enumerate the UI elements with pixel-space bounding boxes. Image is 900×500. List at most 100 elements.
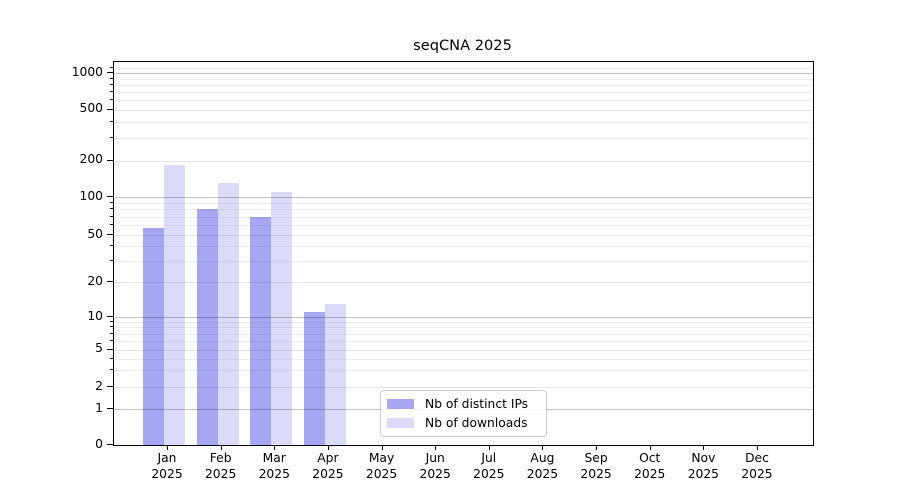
y-tick-label-10: 10: [87, 308, 103, 323]
gridline-8: [114, 327, 813, 328]
gridline-50: [114, 235, 813, 236]
x-tick-year: 2025: [634, 466, 666, 481]
gridline-1000: [114, 73, 813, 74]
gridline-9: [114, 322, 813, 323]
x-tick-year: 2025: [312, 466, 344, 481]
y-minor-tick-8: [110, 326, 113, 327]
y-tick-10: [107, 316, 113, 317]
x-tick-year: 2025: [419, 466, 451, 481]
gridline-300: [114, 138, 813, 139]
x-tick-label-oct: Oct 2025: [623, 451, 677, 482]
x-tick-apr: [328, 445, 329, 450]
x-tick-year: 2025: [151, 466, 183, 481]
y-tick-label-0: 0: [95, 436, 103, 451]
y-minor-tick-30: [110, 260, 113, 261]
y-minor-tick-900: [110, 78, 113, 79]
y-minor-tick-4: [110, 358, 113, 359]
y-minor-tick-80: [110, 208, 113, 209]
gridline-600: [114, 100, 813, 101]
y-minor-tick-300: [110, 137, 113, 138]
gridline-400: [114, 122, 813, 123]
x-tick-oct: [650, 445, 651, 450]
gridline-2: [114, 387, 813, 388]
bar-downloads-apr: [324, 303, 346, 445]
legend: Nb of distinct IPs Nb of downloads: [380, 390, 547, 437]
gridline-900: [114, 79, 813, 80]
x-tick-month: Jan: [157, 451, 177, 465]
gridline-700: [114, 92, 813, 93]
gridline-800: [114, 85, 813, 86]
y-tick-5: [107, 349, 113, 350]
x-tick-label-jul: Jul 2025: [462, 451, 516, 482]
y-tick-100: [107, 196, 113, 197]
x-tick-label-aug: Aug 2025: [515, 451, 569, 482]
y-minor-tick-3: [110, 369, 113, 370]
y-minor-tick-400: [110, 121, 113, 122]
x-tick-mar: [274, 445, 275, 450]
y-minor-tick-700: [110, 91, 113, 92]
gridline-90: [114, 203, 813, 204]
bar-downloads-mar: [271, 191, 293, 445]
y-tick-200: [107, 160, 113, 161]
x-tick-label-feb: Feb 2025: [194, 451, 248, 482]
x-tick-year: 2025: [526, 466, 559, 481]
y-tick-label-20: 20: [87, 273, 103, 288]
gridline-20: [114, 282, 813, 283]
x-tick-year: 2025: [365, 466, 398, 481]
x-tick-year: 2025: [204, 466, 237, 481]
gridline-200: [114, 161, 813, 162]
plot-area: [113, 61, 814, 446]
bar-downloads-jan: [164, 164, 185, 445]
x-tick-may: [382, 445, 383, 450]
x-tick-label-jan: Jan 2025: [140, 451, 194, 482]
y-minor-tick-800: [110, 84, 113, 85]
gridline-60: [114, 225, 813, 226]
legend-item-downloads: Nb of downloads: [387, 415, 540, 431]
y-tick-500: [107, 109, 113, 110]
x-tick-month: Apr: [317, 451, 339, 465]
gridline-500: [114, 110, 813, 111]
x-tick-jun: [435, 445, 436, 450]
gridline-100: [114, 197, 813, 198]
bar-distinct-ips-jan: [143, 227, 164, 445]
y-minor-tick-6: [110, 340, 113, 341]
x-tick-jul: [489, 445, 490, 450]
y-tick-0: [107, 444, 113, 445]
x-tick-month: Jul: [481, 451, 497, 465]
y-minor-tick-90: [110, 202, 113, 203]
x-tick-month: May: [368, 451, 395, 465]
y-minor-tick-60: [110, 224, 113, 225]
y-tick-20: [107, 281, 113, 282]
gridline-6: [114, 341, 813, 342]
x-tick-label-may: May 2025: [355, 451, 409, 482]
x-tick-year: 2025: [687, 466, 719, 481]
legend-label-downloads: Nb of downloads: [425, 416, 528, 430]
legend-label-distinct-ips: Nb of distinct IPs: [425, 397, 529, 411]
x-tick-label-apr: Apr 2025: [301, 451, 355, 482]
bar-distinct-ips-mar: [250, 216, 272, 445]
gridline-3: [114, 370, 813, 371]
y-minor-tick-600: [110, 99, 113, 100]
y-minor-tick-1100: [110, 67, 113, 68]
x-tick-month: Nov: [691, 451, 716, 465]
x-tick-month: Feb: [209, 451, 232, 465]
gridline-4: [114, 359, 813, 360]
x-tick-month: Mar: [262, 451, 286, 465]
chart-title: seqCNA 2025: [413, 37, 512, 54]
y-tick-1000: [107, 72, 113, 73]
y-minor-tick-7: [110, 333, 113, 334]
bar-distinct-ips-feb: [196, 209, 218, 445]
x-tick-label-sep: Sep 2025: [569, 451, 623, 482]
y-tick-2: [107, 386, 113, 387]
legend-swatch-distinct-ips: [387, 399, 414, 409]
x-tick-nov: [703, 445, 704, 450]
y-minor-tick-70: [110, 216, 113, 217]
bar-distinct-ips-apr: [303, 312, 325, 445]
y-tick-label-1000: 1000: [71, 64, 103, 79]
x-tick-month: Jun: [425, 451, 445, 465]
x-tick-dec: [757, 445, 758, 450]
x-tick-label-jun: Jun 2025: [408, 451, 462, 482]
y-minor-tick-40: [110, 245, 113, 246]
gridline-70: [114, 217, 813, 218]
